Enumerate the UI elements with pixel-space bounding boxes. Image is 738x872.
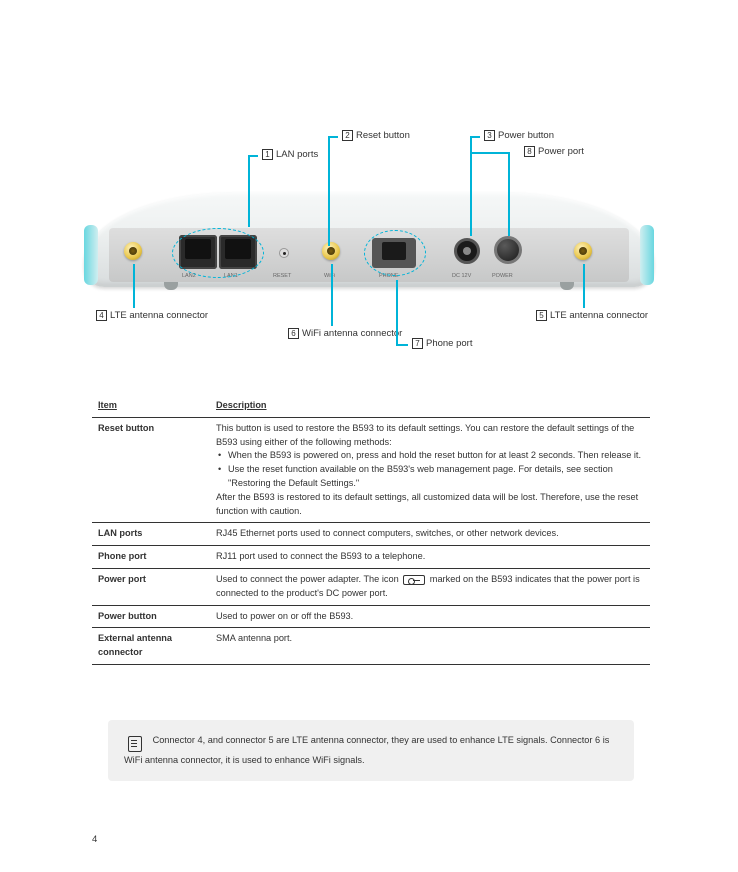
panel-label: POWER <box>492 273 513 279</box>
table-row: LAN ports RJ45 Ethernet ports used to co… <box>92 523 650 546</box>
device-edge-left <box>84 225 98 285</box>
page-number: 4 <box>92 834 97 845</box>
table-row: Power button Used to power on or off the… <box>92 605 650 628</box>
cell-item: LAN ports <box>92 523 210 546</box>
callout-line <box>328 136 338 138</box>
reset-button <box>279 248 289 258</box>
panel-label: DC 12V <box>452 273 471 279</box>
highlight-phone-port <box>364 230 426 276</box>
spec-table: Item Description Reset button This butto… <box>92 395 650 665</box>
note-text: Connector 4, and connector 5 are LTE ant… <box>124 735 609 765</box>
table-row: External antenna connector SMA antenna p… <box>92 628 650 665</box>
callout-line <box>331 264 333 326</box>
cell-desc: SMA antenna port. <box>210 628 650 665</box>
lte-antenna-connector-left <box>124 242 142 260</box>
cell-desc: RJ11 port used to connect the B593 to a … <box>210 546 650 569</box>
highlight-lan-ports <box>172 228 264 278</box>
wifi-antenna-connector <box>322 242 340 260</box>
callout-lte-connector-5: 5LTE antenna connector <box>536 310 648 321</box>
table-row: Phone port RJ11 port used to connect the… <box>92 546 650 569</box>
callout-line <box>583 264 585 308</box>
table-row: Power port Used to connect the power ada… <box>92 568 650 605</box>
power-button <box>494 236 522 264</box>
callout-line <box>248 155 258 157</box>
cell-item: Power button <box>92 605 210 628</box>
callout-line <box>470 136 472 236</box>
callout-reset: 2Reset button <box>342 130 410 141</box>
callout-line <box>248 155 250 227</box>
cell-item: Reset button <box>92 417 210 523</box>
callout-line <box>508 152 510 236</box>
panel-label: WiFi <box>324 273 335 279</box>
note-icon <box>124 734 144 754</box>
dc-power-port <box>454 238 480 264</box>
callout-phone-port: 7Phone port <box>412 338 472 349</box>
callout-line <box>133 264 135 308</box>
callout-lan-ports: 1LAN ports <box>262 149 318 160</box>
note-box: Connector 4, and connector 5 are LTE ant… <box>108 720 634 781</box>
cell-desc: This button is used to restore the B593 … <box>210 417 650 523</box>
callout-line <box>470 136 480 138</box>
dc-symbol-icon <box>403 575 425 585</box>
device-foot <box>560 282 574 290</box>
callout-lte-connector-4: 4LTE antenna connector <box>96 310 208 321</box>
cell-item: External antenna connector <box>92 628 210 665</box>
callout-line <box>396 344 408 346</box>
device-foot <box>164 282 178 290</box>
lte-antenna-connector-right <box>574 242 592 260</box>
device-edge-right <box>640 225 654 285</box>
cell-desc: Used to connect the power adapter. The i… <box>210 568 650 605</box>
table-header-desc: Description <box>210 395 650 417</box>
callout-power-port: 8Power port <box>524 146 584 157</box>
cell-item: Power port <box>92 568 210 605</box>
callout-power-button: 3Power button <box>484 130 554 141</box>
cell-desc: Used to power on or off the B593. <box>210 605 650 628</box>
table-header-item: Item <box>92 395 210 417</box>
cell-desc: RJ45 Ethernet ports used to connect comp… <box>210 523 650 546</box>
table-row: Reset button This button is used to rest… <box>92 417 650 523</box>
callout-wifi-connector: 6WiFi antenna connector <box>288 328 402 339</box>
cell-item: Phone port <box>92 546 210 569</box>
callout-line <box>328 136 330 246</box>
device-illustration: LAN2 LAN1 RESET WiFi PHONE DC 12V POWER … <box>84 130 654 350</box>
callout-line <box>396 280 398 344</box>
panel-label: RESET <box>273 273 291 279</box>
callout-line <box>470 152 508 154</box>
